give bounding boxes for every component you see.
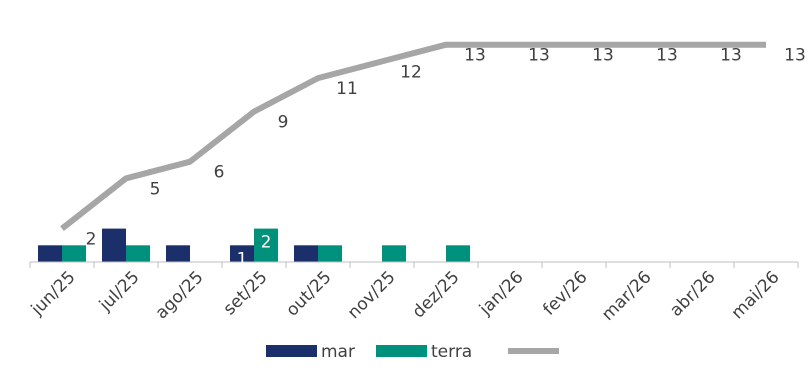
x-tick-label-jun/25: jun/25 (27, 267, 80, 320)
bar-terra-jun/25 (62, 245, 86, 262)
legend-label-mar: mar (321, 342, 355, 362)
line-layer (60, 41, 766, 231)
line-label-abr/26: 13 (720, 46, 742, 66)
x-tick-label-jan/26: jan/26 (475, 267, 528, 320)
x-tick-label-dez/25: dez/25 (409, 267, 464, 322)
legend-swatch-mar (266, 345, 317, 357)
x-tick-label-mar/26: mar/26 (598, 267, 656, 325)
x-tick-label-mai/26: mai/26 (728, 267, 784, 323)
x-tick-label-set/25: set/25 (220, 267, 272, 319)
bar-mar-out/25 (294, 245, 318, 262)
line-label-jul/25: 5 (150, 179, 161, 199)
line-label-mai/26: 13 (784, 46, 806, 66)
cumulative-line (60, 41, 766, 231)
bar-label-mar-set/25: 1 (237, 249, 248, 269)
bar-mar-jul/25 (102, 228, 126, 262)
line-label-nov/25: 12 (400, 62, 422, 82)
line-label-dez/25: 13 (464, 46, 486, 66)
x-tick-label-jul/25: jul/25 (95, 267, 144, 316)
line-label-jan/26: 13 (528, 46, 550, 66)
x-axis: jun/25 jul/25 ago/25 set/25 out/25 nov/25 dez/… (27, 261, 799, 325)
line-label-mar/26: 13 (656, 46, 678, 66)
bar-label-terra-set/25: 2 (261, 233, 272, 253)
line-label-out/25: 11 (336, 79, 358, 99)
bar-terra-dez/25 (446, 245, 470, 262)
bars-layer (38, 228, 470, 262)
line-label-set/25: 9 (278, 113, 289, 133)
bar-mar-jun/25 (38, 245, 62, 262)
line-label-ago/25: 6 (214, 163, 225, 183)
bar-terra-jul/25 (126, 245, 150, 262)
bar-terra-out/25 (318, 245, 342, 262)
legend: mar terra (266, 342, 559, 362)
legend-label-terra: terra (431, 342, 472, 362)
x-tick-label-out/25: out/25 (282, 267, 335, 320)
line-label-jun/25: 2 (86, 230, 97, 250)
line-label-fev/26: 13 (592, 46, 614, 66)
bar-mar-set/25 (230, 245, 254, 262)
x-tick-label-nov/25: nov/25 (344, 267, 400, 323)
x-tick-label-ago/25: ago/25 (152, 267, 208, 323)
bar-terra-nov/25 (382, 245, 406, 262)
bar-terra-set/25 (254, 228, 278, 262)
bar-mar-ago/25 (166, 245, 190, 262)
x-tick-label-fev/26: fev/26 (539, 267, 591, 319)
legend-swatch-terra (376, 345, 427, 357)
x-tick-label-abr/26: abr/26 (666, 267, 719, 320)
